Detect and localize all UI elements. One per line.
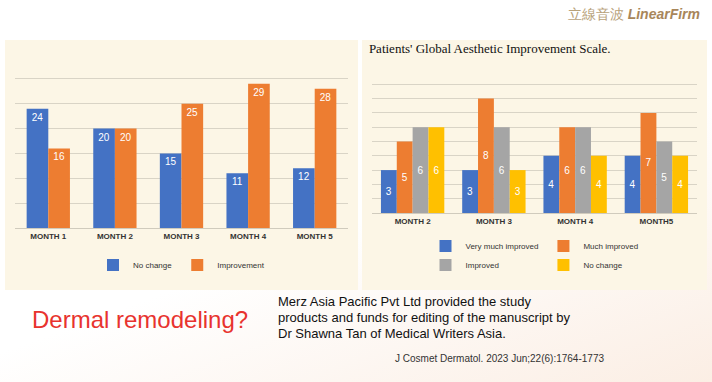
svg-text:MONTH5: MONTH5 — [639, 217, 673, 226]
svg-text:5: 5 — [402, 172, 408, 183]
svg-text:28: 28 — [320, 92, 332, 103]
svg-text:12: 12 — [298, 171, 310, 182]
svg-text:MONTH 3: MONTH 3 — [476, 217, 513, 226]
svg-text:16: 16 — [53, 151, 65, 162]
svg-text:MONTH 1: MONTH 1 — [30, 232, 67, 241]
svg-text:MONTH 5: MONTH 5 — [297, 232, 334, 241]
svg-text:20: 20 — [120, 132, 132, 143]
svg-text:6: 6 — [580, 165, 586, 176]
svg-text:11: 11 — [232, 176, 243, 187]
svg-text:7: 7 — [645, 157, 651, 168]
svg-text:24: 24 — [32, 112, 44, 123]
svg-text:4: 4 — [548, 179, 554, 190]
svg-text:MONTH 4: MONTH 4 — [230, 232, 267, 241]
svg-text:5: 5 — [661, 172, 667, 183]
svg-text:6: 6 — [499, 165, 505, 176]
svg-text:6: 6 — [418, 165, 424, 176]
svg-text:6: 6 — [433, 165, 439, 176]
svg-text:4: 4 — [596, 179, 602, 190]
svg-text:MONTH 2: MONTH 2 — [395, 217, 432, 226]
svg-text:No change: No change — [583, 261, 622, 270]
html-text:立線音波 LinearFirm: 立線音波 LinearFirm — [567, 6, 700, 22]
svg-text:3: 3 — [515, 186, 521, 197]
svg-text:Improvement: Improvement — [217, 261, 264, 270]
html-text:J Cosmet Dermatol. 2023 Jun;22: J Cosmet Dermatol. 2023 Jun;22(6):1764-1… — [395, 353, 604, 364]
svg-text:6: 6 — [564, 165, 570, 176]
svg-text:20: 20 — [98, 132, 110, 143]
svg-text:Much improved: Much improved — [583, 242, 638, 251]
svg-text:Very much improved: Very much improved — [466, 242, 539, 251]
svg-text:MONTH 2: MONTH 2 — [97, 232, 134, 241]
svg-text:Improved: Improved — [466, 261, 499, 270]
svg-text:3: 3 — [386, 186, 392, 197]
html-text:Dermal remodeling?: Dermal remodeling? — [32, 306, 249, 333]
svg-text:Patients' Global Aesthetic Imp: Patients' Global Aesthetic Improvement S… — [369, 41, 611, 56]
svg-text:MONTH 3: MONTH 3 — [164, 232, 201, 241]
svg-text:4: 4 — [630, 179, 636, 190]
svg-text:25: 25 — [187, 107, 199, 118]
svg-text:29: 29 — [253, 87, 265, 98]
svg-text:8: 8 — [483, 150, 489, 161]
svg-text:No change: No change — [133, 261, 172, 270]
svg-text:MONTH 4: MONTH 4 — [557, 217, 594, 226]
svg-text:15: 15 — [165, 156, 177, 167]
svg-text:3: 3 — [467, 186, 473, 197]
html-text:Merz Asia Pacific Pvt Ltd prov: Merz Asia Pacific Pvt Ltd provided the s… — [278, 294, 570, 341]
svg-text:4: 4 — [677, 179, 683, 190]
